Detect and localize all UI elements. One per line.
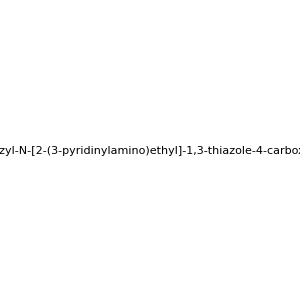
Text: 2-benzyl-N-[2-(3-pyridinylamino)ethyl]-1,3-thiazole-4-carboxamide: 2-benzyl-N-[2-(3-pyridinylamino)ethyl]-1… — [0, 146, 300, 157]
